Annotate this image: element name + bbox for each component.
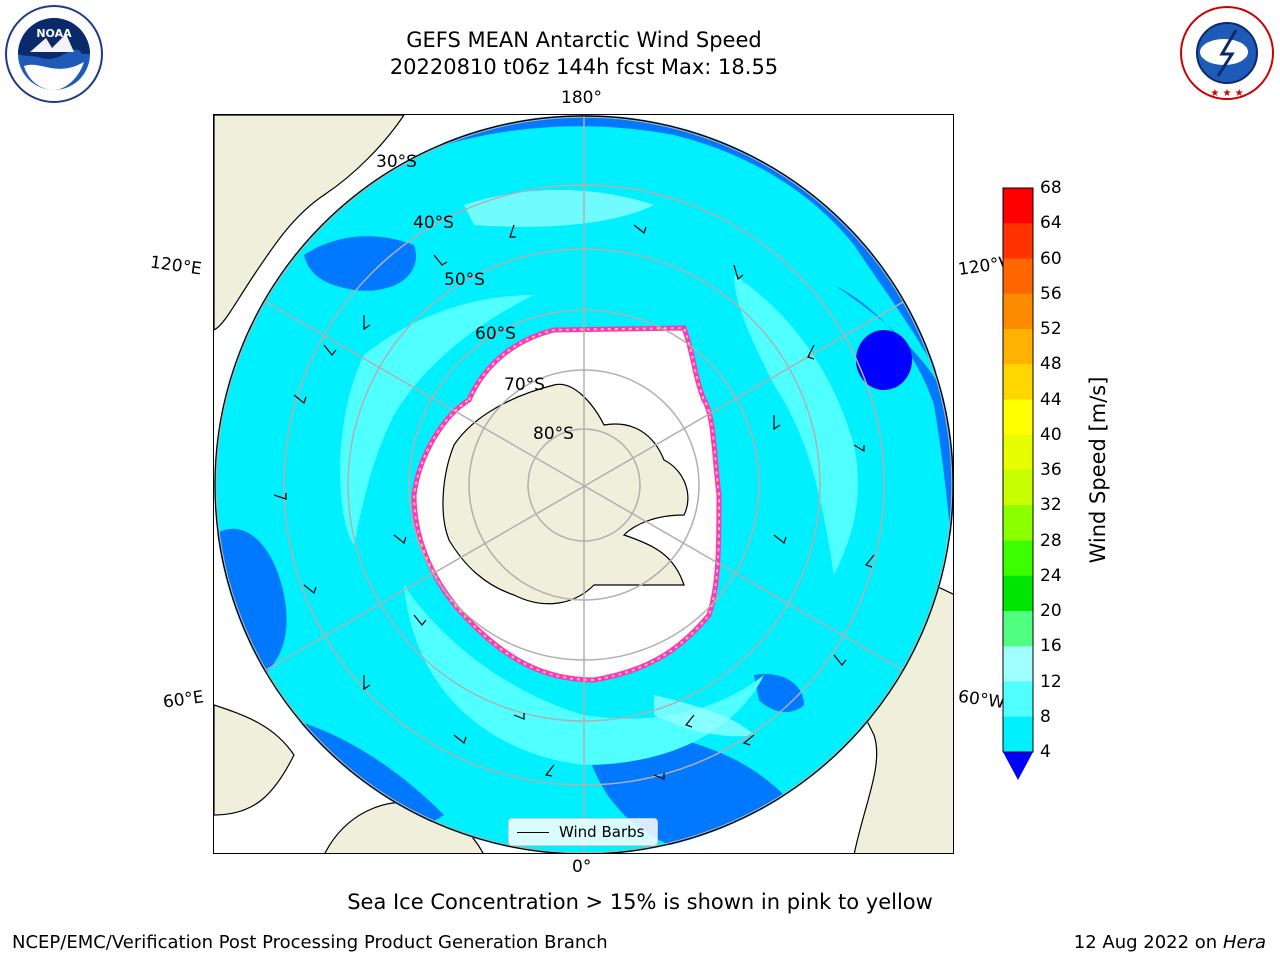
- colorbar-segment: [1003, 329, 1033, 365]
- sea-ice-note: Sea Ice Concentration > 15% is shown in …: [347, 890, 933, 914]
- lat-label-40s: 40°S: [413, 213, 454, 233]
- colorbar-segment: [1003, 681, 1033, 718]
- colorbar-tick-label: 68: [1040, 178, 1062, 198]
- colorbar-segment: [1003, 646, 1033, 682]
- colorbar-segment: [1003, 293, 1033, 330]
- map-title: GEFS MEAN Antarctic Wind Speed: [406, 28, 762, 52]
- colorbar: [1002, 187, 1034, 780]
- colorbar-segments: [1003, 188, 1033, 753]
- map-subtitle: 20220810 t06z 144h fcst Max: 18.55: [389, 55, 779, 79]
- colorbar-tick-label: 56: [1040, 283, 1062, 304]
- colorbar-tick-label: 28: [1040, 530, 1062, 551]
- colorbar-segment: [1003, 470, 1033, 506]
- polar-map: [214, 115, 953, 853]
- wind-barbs: [273, 224, 875, 780]
- noaa-logo-text: NOAA: [36, 27, 72, 40]
- colorbar-segment: [1003, 223, 1033, 259]
- colorbar-tick-label: 20: [1040, 601, 1062, 621]
- lon-label-180: 180°: [561, 88, 602, 108]
- lon-label-60w: 60°W: [956, 686, 1007, 714]
- colorbar-tick-label: 8: [1040, 706, 1051, 727]
- colorbar-tick-label: 36: [1040, 460, 1062, 480]
- lat-label-60s: 60°S: [475, 324, 516, 344]
- svg-text:★ ★ ★: ★ ★ ★: [1210, 88, 1243, 99]
- colorbar-tick-label: 52: [1040, 319, 1062, 339]
- colorbar-tick-label: 60: [1040, 248, 1062, 269]
- lat-label-70s: 70°S: [504, 375, 545, 395]
- footer-machine: Hera: [1222, 932, 1266, 953]
- colorbar-tick-label: 16: [1040, 636, 1062, 657]
- colorbar-tick-label: 64: [1040, 213, 1062, 234]
- colorbar-tick-label: 48: [1040, 354, 1062, 375]
- colorbar-tick-label: 44: [1040, 389, 1062, 410]
- colorbar-segment: [1003, 364, 1033, 400]
- colorbar-segment: [1003, 188, 1033, 224]
- colorbar-segment: [1003, 434, 1033, 471]
- footer-date: 12 Aug 2022 on: [1073, 932, 1218, 953]
- lon-label-60e: 60°E: [161, 687, 206, 713]
- colorbar-segment: [1003, 575, 1033, 612]
- legend-line-icon: [517, 831, 549, 833]
- colorbar-segment: [1003, 611, 1033, 647]
- colorbar-label: Wind Speed [m/s]: [1086, 376, 1110, 564]
- colorbar-tick-label: 40: [1040, 424, 1062, 445]
- lat-label-50s: 50°S: [444, 270, 485, 290]
- colorbar-tick-label: 12: [1040, 671, 1062, 692]
- colorbar-segment: [1003, 716, 1033, 753]
- lat-label-80s: 80°S: [533, 424, 574, 444]
- lon-label-120e: 120°E: [148, 252, 203, 280]
- lon-label-0: 0°: [572, 857, 592, 877]
- nws-logo: ★ ★ ★: [1180, 6, 1274, 100]
- lat-label-30s: 30°S: [376, 152, 417, 172]
- footer-left: NCEP/EMC/Verification Post Processing Pr…: [12, 932, 608, 953]
- graticule: [214, 115, 953, 853]
- colorbar-segment: [1003, 540, 1033, 577]
- noaa-logo: NOAA: [5, 5, 103, 103]
- colorbar-segment: [1003, 258, 1033, 295]
- footer-right: 12 Aug 2022 on Hera: [1074, 932, 1266, 953]
- colorbar-under-arrow: [1003, 752, 1033, 780]
- colorbar-tick-label: 4: [1040, 742, 1051, 762]
- colorbar-segment: [1003, 399, 1033, 436]
- colorbar-tick-label: 32: [1040, 495, 1062, 516]
- legend-label: Wind Barbs: [559, 823, 645, 841]
- colorbar-tick-label: 24: [1040, 565, 1062, 586]
- colorbar-segment: [1003, 505, 1033, 541]
- map-panel: [213, 114, 954, 854]
- legend-wind-barbs: Wind Barbs: [508, 818, 658, 846]
